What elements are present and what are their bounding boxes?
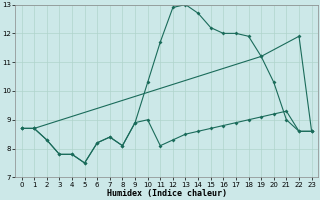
- X-axis label: Humidex (Indice chaleur): Humidex (Indice chaleur): [107, 189, 227, 198]
